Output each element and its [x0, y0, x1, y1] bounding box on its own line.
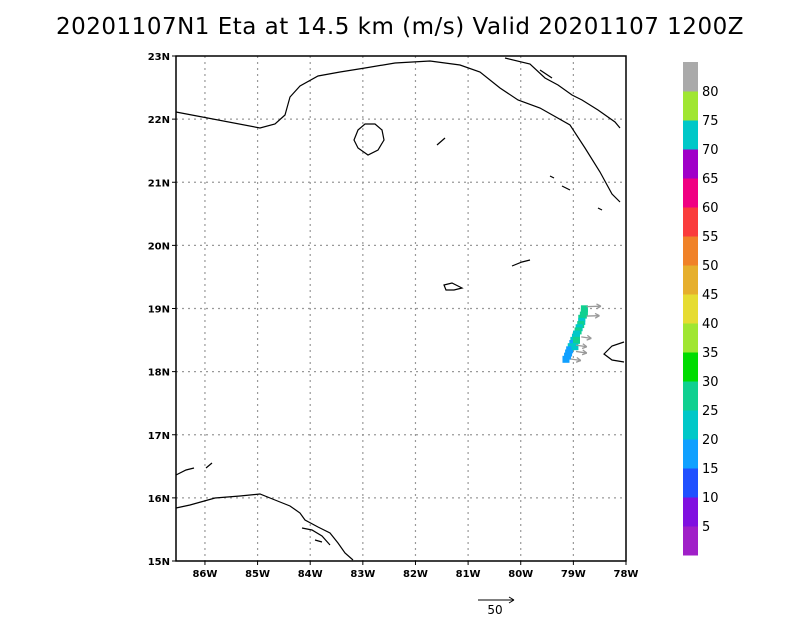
x-tick-label: 80W	[508, 569, 533, 580]
reference-vector: 50	[478, 596, 515, 617]
wind-speed-cell	[573, 336, 580, 344]
x-tick-label: 82W	[403, 569, 428, 580]
wind-vector	[575, 343, 588, 350]
colorbar-segment	[683, 62, 698, 92]
jamaica-coastline	[603, 341, 625, 363]
cayman-brac	[511, 259, 531, 267]
colorbar-segment	[683, 178, 698, 208]
colorbar-segment	[683, 236, 698, 266]
gulf-of-honduras	[175, 467, 195, 476]
colorbar-level-label: 5	[702, 520, 710, 535]
cuba-coastline	[175, 60, 621, 203]
cuba-north-coastline	[504, 57, 621, 129]
reference-arrow-head	[508, 596, 515, 604]
y-tick-label: 18N	[148, 368, 170, 379]
x-tick-label: 79W	[561, 569, 586, 580]
colorbar-level-label: 15	[702, 462, 719, 477]
colorbar: 5 10 15 20 25 30 35 40 45 50 55 60 65 70 75 80	[683, 62, 719, 556]
wind-speed-cell	[571, 343, 579, 351]
map-gridlines	[176, 56, 626, 561]
wind-vector	[570, 356, 582, 363]
colorbar-level-label: 10	[702, 491, 719, 506]
y-tick-label: 16N	[148, 494, 170, 505]
x-tick-label: 81W	[456, 569, 481, 580]
colorbar-level-label: 55	[702, 230, 719, 245]
colorbar-segment	[683, 410, 698, 440]
y-tick-label: 22N	[148, 115, 170, 126]
cay-4	[597, 207, 603, 211]
x-tick-label: 85W	[245, 569, 270, 580]
colorbar-level-label: 50	[702, 259, 719, 274]
colorbar-segment	[683, 149, 698, 179]
colorbar-level-label: 20	[702, 433, 719, 448]
colorbar-segment	[683, 468, 698, 498]
longitude-tick-labels: 86W 85W 84W 83W 82W 81W 80W 79W 78W	[192, 561, 638, 580]
mosquitia-lagoons	[301, 527, 331, 546]
colorbar-segment	[683, 439, 698, 469]
wind-vector	[586, 312, 600, 319]
isle-of-youth	[353, 123, 385, 156]
colorbar-segment	[683, 207, 698, 237]
cay-5	[539, 69, 553, 79]
x-tick-label: 83W	[350, 569, 375, 580]
colorbar-segment	[683, 352, 698, 382]
roatan-island	[205, 462, 213, 469]
colorbar-level-label: 35	[702, 346, 719, 361]
map-title: 20201107N1 Eta at 14.5 km (m/s) Valid 20…	[56, 14, 744, 40]
grand-cayman	[443, 282, 464, 291]
wind-vector	[581, 334, 592, 341]
coastlines	[175, 57, 625, 561]
colorbar-segment	[683, 497, 698, 527]
reference-vector-label: 50	[487, 603, 502, 617]
y-tick-label: 20N	[148, 241, 170, 252]
y-tick-label: 15N	[148, 557, 170, 568]
x-tick-label: 78W	[614, 569, 639, 580]
colorbar-segment	[683, 265, 698, 295]
colorbar-segment	[683, 526, 698, 556]
x-tick-label: 86W	[192, 569, 217, 580]
wind-speed-shading	[562, 305, 588, 363]
colorbar-segment	[683, 323, 698, 353]
colorbar-level-label: 45	[702, 288, 719, 303]
honduras-coastline	[175, 493, 354, 561]
latitude-tick-labels: 15N 16N 17N 18N 19N 20N 21N 22N 23N	[148, 52, 176, 568]
wind-speed-cell	[562, 355, 570, 363]
y-tick-label: 17N	[148, 431, 170, 442]
cay-2	[549, 175, 555, 179]
colorbar-level-label: 60	[702, 201, 719, 216]
cay-3	[561, 185, 571, 191]
colorbar-segment	[683, 91, 698, 121]
colorbar-level-label: 30	[702, 375, 719, 390]
colorbar-level-label: 25	[702, 404, 719, 419]
colorbar-level-label: 40	[702, 317, 719, 332]
colorbar-level-label: 70	[702, 143, 719, 158]
wind-vector	[575, 349, 588, 356]
wind-vector	[586, 303, 602, 310]
y-tick-label: 19N	[148, 305, 170, 316]
wind-vectors	[570, 303, 602, 363]
colorbar-level-label: 80	[702, 85, 719, 100]
colorbar-segment	[683, 294, 698, 324]
colorbar-level-label: 65	[702, 172, 719, 187]
colorbar-level-label: 75	[702, 114, 719, 129]
cay-1	[436, 137, 446, 146]
y-tick-label: 21N	[148, 178, 170, 189]
x-tick-label: 84W	[298, 569, 323, 580]
colorbar-segment	[683, 381, 698, 411]
y-tick-label: 23N	[148, 52, 170, 63]
colorbar-segment	[683, 120, 698, 150]
